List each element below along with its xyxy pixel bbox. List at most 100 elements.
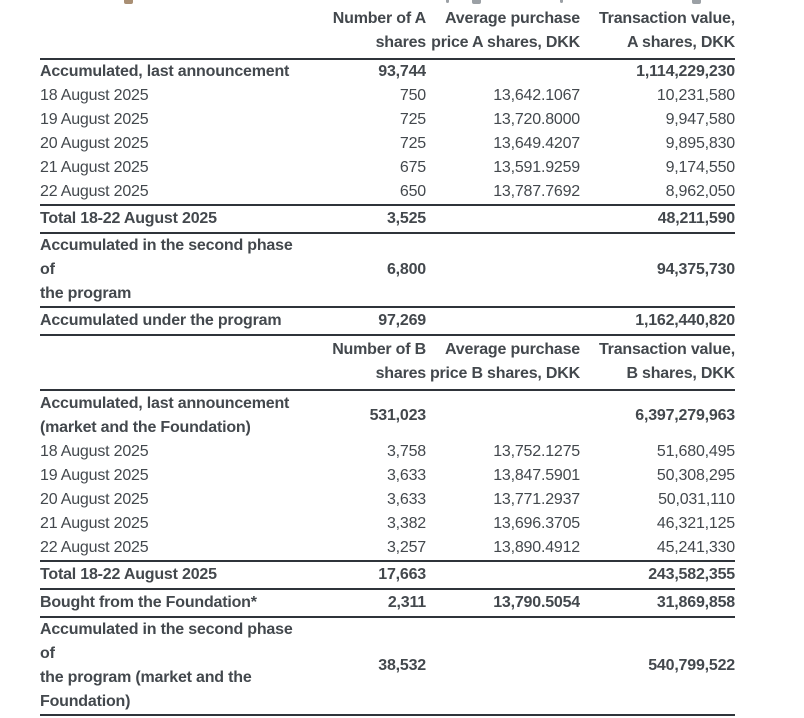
table-row-accumulated-second-phase: Accumulated in the second phase of the p… <box>40 617 735 716</box>
header-spacer <box>40 5 308 60</box>
cell-price <box>426 390 580 440</box>
cell-shares: 3,382 <box>386 515 426 532</box>
cell-shares: 3,758 <box>386 443 426 460</box>
row-label: 19 August 2025 <box>40 111 149 128</box>
table-row-date: 18 August 2025 3,758 13,752.1275 51,680,… <box>40 440 735 464</box>
cell-price <box>426 561 580 590</box>
cell-value: 6,397,279,963 <box>635 406 735 424</box>
row-label: Bought from the Foundation* <box>40 589 308 618</box>
row-label: Accumulated under the program (market an… <box>40 715 308 718</box>
cell-shares: 3,257 <box>308 536 426 562</box>
row-label: Accumulated in the second phase of the p… <box>40 617 308 716</box>
header-number-of-a-shares: Number of A shares <box>308 5 426 60</box>
cell-price: 13,771.2937 <box>493 491 580 508</box>
cell-shares: 6,800 <box>308 233 426 308</box>
header-avg-price-b-shares: Average purchase price B shares, DKK <box>426 336 580 391</box>
cropped-text-remnants <box>0 0 804 5</box>
text-descender-fragment <box>472 0 481 4</box>
table-row-total: Total 18-22 August 2025 3,525 48,211,590 <box>40 205 735 234</box>
cell-value: 51,680,495 <box>656 443 735 460</box>
cell-price <box>426 617 580 716</box>
row-label: 18 August 2025 <box>40 87 149 104</box>
header-transaction-value-a: Transaction value, A shares, DKK <box>580 5 735 60</box>
table-row-date: 18 August 2025 750 13,642.1067 10,231,58… <box>40 84 735 108</box>
cell-shares: 3,633 <box>386 491 426 508</box>
cell-value: 50,031,110 <box>658 491 735 508</box>
table-row-accumulated-second-phase: Accumulated in the second phase of the p… <box>40 233 735 308</box>
cell-value: 1,114,229,230 <box>636 63 735 80</box>
a-shares-header-row: Number of A shares Average purchase pric… <box>40 5 735 60</box>
table-row-date: 20 August 2025 3,633 13,771.2937 50,031,… <box>40 488 735 512</box>
cell-shares: 38,532 <box>308 617 426 716</box>
header-transaction-value-b: Transaction value, B shares, DKK <box>580 336 735 391</box>
cell-shares: 725 <box>399 111 426 128</box>
row-label: 19 August 2025 <box>40 467 149 484</box>
cell-value: 6,672,732,176 <box>580 715 735 718</box>
row-label: 21 August 2025 <box>40 515 149 532</box>
cell-price <box>426 307 580 336</box>
cell-price: 13,847.5901 <box>493 467 580 484</box>
a-shares-table: Number of A shares Average purchase pric… <box>40 5 735 336</box>
row-label: 20 August 2025 <box>40 135 149 152</box>
row-label: 21 August 2025 <box>40 159 149 176</box>
cell-value: 94,375,730 <box>580 233 735 308</box>
text-descender-fragment <box>692 0 701 4</box>
cell-price: 13,649.4207 <box>493 135 580 152</box>
cell-shares: 750 <box>399 87 426 104</box>
table-row-date: 21 August 2025 3,382 13,696.3705 46,321,… <box>40 512 735 536</box>
cell-price: 13,642.1067 <box>493 87 580 104</box>
cell-shares: 725 <box>399 135 426 152</box>
cell-price: 13,720.8000 <box>493 111 580 128</box>
cell-value: 9,174,550 <box>665 159 735 176</box>
cell-value: 243,582,355 <box>580 561 735 590</box>
cell-price <box>426 205 580 234</box>
table-row-accumulated-under-program: Accumulated under the program 97,269 1,1… <box>40 307 735 336</box>
cell-value: 9,895,830 <box>665 135 735 152</box>
cell-price: 13,752.1275 <box>493 443 580 460</box>
text-descender-fragment <box>446 0 449 3</box>
cell-price <box>426 715 580 718</box>
cell-shares: 531,023 <box>369 406 426 424</box>
buyback-report: Number of A shares Average purchase pric… <box>40 5 735 718</box>
row-label: 22 August 2025 <box>40 180 308 206</box>
row-label: 22 August 2025 <box>40 536 308 562</box>
row-label: Accumulated in the second phase of the p… <box>40 233 308 308</box>
header-spacer <box>40 336 308 391</box>
cell-price: 13,696.3705 <box>493 515 580 532</box>
cell-shares: 2,311 <box>308 589 426 618</box>
cell-price: 13,591.9259 <box>493 159 580 176</box>
cell-value: 8,962,050 <box>580 180 735 206</box>
table-row-date: 19 August 2025 3,633 13,847.5901 50,308,… <box>40 464 735 488</box>
cell-price <box>426 233 580 308</box>
table-row-date: 22 August 2025 3,257 13,890.4912 45,241,… <box>40 536 735 562</box>
table-row-date: 19 August 2025 725 13,720.8000 9,947,580 <box>40 108 735 132</box>
cell-price <box>426 59 580 84</box>
cell-value: 9,947,580 <box>665 111 735 128</box>
table-row-accumulated-under-program: Accumulated under the program (market an… <box>40 715 735 718</box>
row-label: Accumulated under the program <box>40 307 308 336</box>
b-shares-header-row: Number of B shares Average purchase pric… <box>40 336 735 391</box>
row-label: 18 August 2025 <box>40 443 149 460</box>
cell-value: 46,321,125 <box>656 515 735 532</box>
cell-value: 31,869,858 <box>580 589 735 618</box>
cell-shares: 650 <box>308 180 426 206</box>
text-descender-fragment <box>124 0 133 4</box>
cell-shares: 17,663 <box>308 561 426 590</box>
cell-shares: 93,744 <box>378 63 426 80</box>
cell-shares: 3,633 <box>386 467 426 484</box>
header-number-of-b-shares: Number of B shares <box>308 336 426 391</box>
table-row-date: 20 August 2025 725 13,649.4207 9,895,830 <box>40 132 735 156</box>
row-label: Accumulated, last announcement (market a… <box>40 394 290 436</box>
row-label: Total 18-22 August 2025 <box>40 561 308 590</box>
cell-price: 13,790.5054 <box>426 589 580 618</box>
table-row-bought-from-foundation: Bought from the Foundation* 2,311 13,790… <box>40 589 735 618</box>
cell-shares: 550,997 <box>308 715 426 718</box>
cell-shares: 675 <box>399 159 426 176</box>
table-row-accumulated-last-announcement: Accumulated, last announcement 93,744 1,… <box>40 59 735 84</box>
cell-value: 45,241,330 <box>580 536 735 562</box>
cell-shares: 97,269 <box>308 307 426 336</box>
b-shares-table: Number of B shares Average purchase pric… <box>40 336 735 718</box>
table-row-total: Total 18-22 August 2025 17,663 243,582,3… <box>40 561 735 590</box>
text-descender-fragment <box>560 0 563 3</box>
row-label: Accumulated, last announcement <box>40 63 290 80</box>
